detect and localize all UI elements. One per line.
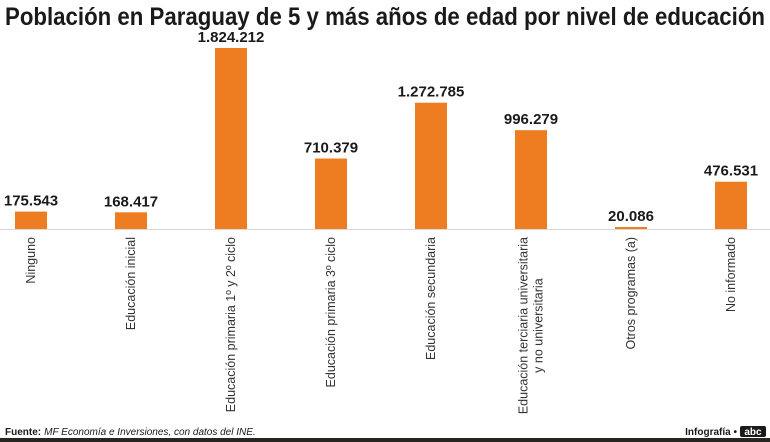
source-note: Fuente: MF Economía e Inversiones, con da… xyxy=(5,427,256,438)
bar xyxy=(315,158,347,229)
source-label: Fuente: xyxy=(5,427,41,438)
bar xyxy=(15,211,47,229)
data-label: 20.086 xyxy=(608,208,654,225)
source-text: MF Economía e Inversiones, con datos del… xyxy=(44,427,256,438)
credit-text: Infografía • xyxy=(685,427,737,438)
bar xyxy=(115,212,147,229)
category-label: Educación primaria 3º ciclo xyxy=(324,237,338,388)
chart-title: Población en Paraguay de 5 y más años de… xyxy=(5,3,765,31)
category-label: Educación terciaria universitaria xyxy=(517,237,531,414)
data-label: 168.417 xyxy=(104,193,158,210)
category-label: Otros programas (a) xyxy=(624,237,638,350)
bar xyxy=(515,130,547,229)
data-label: 476.531 xyxy=(704,163,758,180)
logo-text: abc xyxy=(744,427,762,438)
category-label: Ninguno xyxy=(24,237,38,284)
bar xyxy=(715,181,747,229)
category-label: y no universitaria xyxy=(532,278,546,373)
bottom-bar xyxy=(0,438,770,442)
data-label: 175.543 xyxy=(4,193,58,210)
bar xyxy=(215,48,247,229)
bar xyxy=(415,102,447,229)
category-label: No informado xyxy=(724,237,738,312)
category-label: Educación primaria 1º y 2º ciclo xyxy=(224,237,238,412)
data-label: 1.824.212 xyxy=(198,29,265,46)
category-label: Educación inicial xyxy=(124,237,138,330)
category-label: Educación secundaria xyxy=(424,237,438,360)
data-label: 996.279 xyxy=(504,111,558,128)
bar xyxy=(615,227,647,229)
data-label: 710.379 xyxy=(304,140,358,157)
abc-logo: abc xyxy=(740,426,766,438)
data-label: 1.272.785 xyxy=(398,84,465,101)
